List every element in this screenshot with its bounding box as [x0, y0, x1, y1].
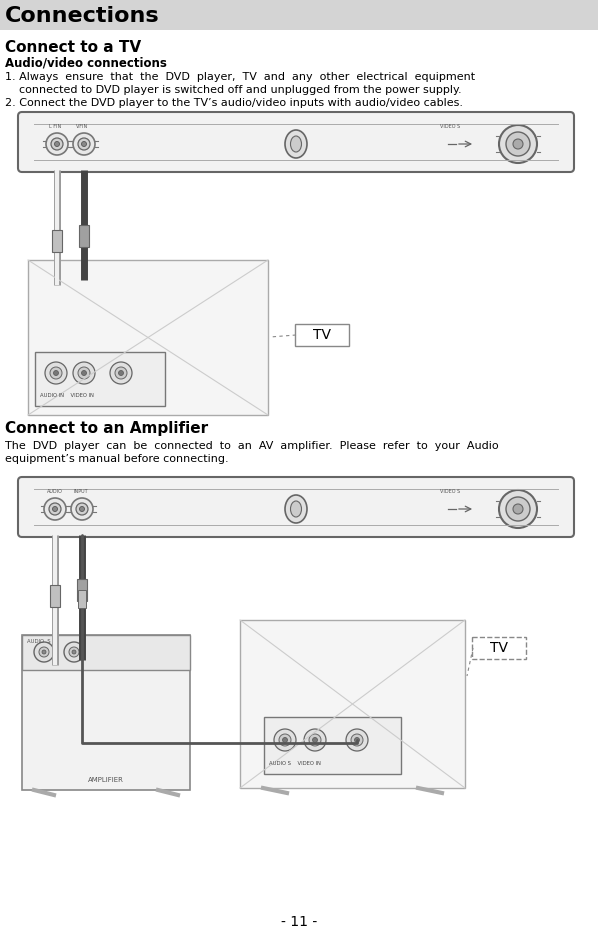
Text: The  DVD  player  can  be  connected  to  an  AV  amplifier.  Please  refer  to : The DVD player can be connected to an AV… [5, 441, 499, 451]
Circle shape [73, 362, 95, 384]
Text: equipment’s manual before connecting.: equipment’s manual before connecting. [5, 454, 228, 464]
Ellipse shape [285, 130, 307, 158]
Circle shape [73, 133, 95, 155]
Text: AUDIO S    VIDEO IN: AUDIO S VIDEO IN [269, 761, 321, 766]
Text: Connect to an Amplifier: Connect to an Amplifier [5, 421, 208, 436]
Circle shape [110, 362, 132, 384]
Circle shape [351, 734, 363, 746]
Circle shape [71, 498, 93, 520]
Circle shape [46, 133, 68, 155]
FancyBboxPatch shape [35, 352, 165, 406]
Circle shape [42, 650, 46, 654]
Text: INPUT: INPUT [74, 489, 89, 494]
FancyBboxPatch shape [22, 635, 190, 790]
Circle shape [118, 371, 124, 375]
Text: 1. Always  ensure  that  the  DVD  player,  TV  and  any  other  electrical  equ: 1. Always ensure that the DVD player, TV… [5, 72, 475, 82]
Polygon shape [240, 620, 465, 788]
Text: V.FIN: V.FIN [76, 124, 89, 129]
Circle shape [39, 647, 49, 657]
FancyBboxPatch shape [472, 637, 526, 659]
Circle shape [355, 738, 359, 743]
Circle shape [53, 506, 57, 512]
FancyBboxPatch shape [22, 635, 190, 670]
Text: AUDIO: AUDIO [47, 489, 63, 494]
FancyBboxPatch shape [18, 112, 574, 172]
FancyBboxPatch shape [264, 717, 401, 774]
Circle shape [78, 367, 90, 379]
FancyBboxPatch shape [52, 230, 62, 252]
Ellipse shape [291, 136, 301, 152]
Circle shape [313, 738, 318, 743]
Circle shape [513, 504, 523, 514]
Circle shape [81, 141, 87, 147]
Circle shape [50, 367, 62, 379]
Circle shape [506, 497, 530, 521]
Circle shape [44, 498, 66, 520]
Ellipse shape [291, 501, 301, 517]
Text: L FIN: L FIN [49, 124, 61, 129]
Circle shape [346, 729, 368, 751]
Text: TV: TV [490, 641, 508, 655]
Circle shape [69, 647, 79, 657]
Circle shape [34, 642, 54, 662]
FancyBboxPatch shape [295, 324, 349, 346]
Text: connected to DVD player is switched off and unplugged from the power supply.: connected to DVD player is switched off … [5, 85, 462, 95]
Circle shape [49, 503, 61, 515]
FancyBboxPatch shape [50, 585, 60, 607]
Circle shape [78, 138, 90, 150]
FancyBboxPatch shape [18, 477, 574, 537]
Text: AMPLIFIER: AMPLIFIER [88, 777, 124, 783]
Circle shape [76, 503, 88, 515]
Circle shape [45, 362, 67, 384]
Circle shape [115, 367, 127, 379]
Text: 2. Connect the DVD player to the TV’s audio/video inputs with audio/video cables: 2. Connect the DVD player to the TV’s au… [5, 98, 463, 108]
Circle shape [309, 734, 321, 746]
Circle shape [80, 506, 84, 512]
Circle shape [274, 729, 296, 751]
Circle shape [304, 729, 326, 751]
Circle shape [72, 650, 76, 654]
Polygon shape [28, 260, 268, 415]
Text: VIDEO S: VIDEO S [440, 124, 460, 129]
Circle shape [513, 139, 523, 149]
Text: - 11 -: - 11 - [281, 915, 317, 929]
Circle shape [506, 132, 530, 156]
FancyBboxPatch shape [79, 225, 89, 247]
Circle shape [53, 371, 59, 375]
Circle shape [282, 738, 288, 743]
Text: Audio/video connections: Audio/video connections [5, 57, 167, 70]
Circle shape [279, 734, 291, 746]
Circle shape [499, 490, 537, 528]
FancyBboxPatch shape [77, 579, 87, 601]
Text: VIDEO S: VIDEO S [440, 489, 460, 494]
Text: TV: TV [313, 328, 331, 342]
Circle shape [51, 138, 63, 150]
Text: Connections: Connections [5, 6, 160, 26]
Circle shape [499, 125, 537, 163]
Circle shape [64, 642, 84, 662]
Circle shape [81, 371, 87, 375]
Ellipse shape [285, 495, 307, 523]
FancyBboxPatch shape [0, 0, 598, 30]
FancyBboxPatch shape [78, 590, 86, 608]
Text: AUDIO IN    VIDEO IN: AUDIO IN VIDEO IN [40, 393, 94, 398]
Text: AUDIO  S: AUDIO S [27, 639, 51, 644]
Text: Connect to a TV: Connect to a TV [5, 40, 141, 55]
Circle shape [54, 141, 59, 147]
